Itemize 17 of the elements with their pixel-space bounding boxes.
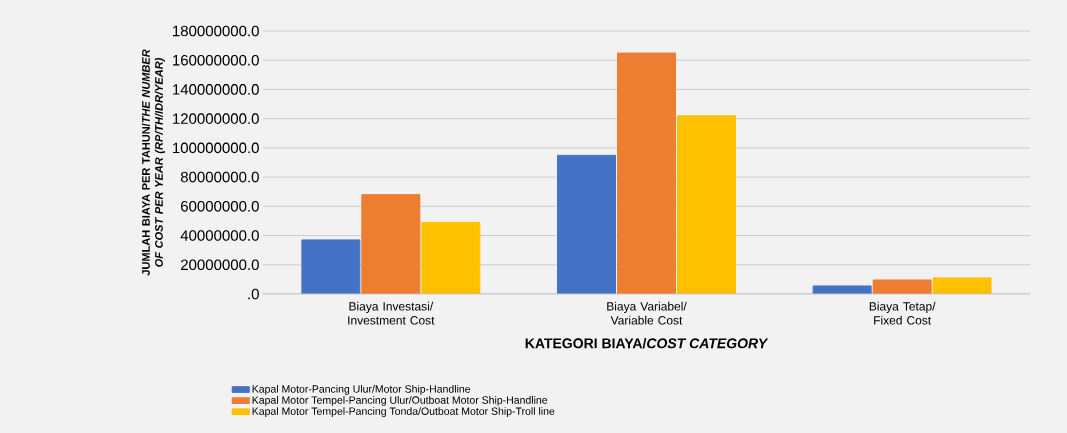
y-tick-label: 80000000.0 — [180, 171, 259, 183]
x-axis-title: KATEGORI BIAYA/COST CATEGORY — [525, 338, 769, 349]
x-tick-label: Biaya Tetap/ Fixed Cost — [869, 301, 936, 325]
y-tick-label: 40000000.0 — [180, 230, 259, 241]
y-tick-label: 100000000.0 — [173, 142, 259, 154]
y-tick-label: 160000000.0 — [173, 54, 259, 66]
x-tick-label: Biaya Variabel/ Variable Cost — [607, 301, 687, 325]
y-tick-label: 180000000.0 — [173, 25, 259, 37]
legend-label: Kapal Motor Tempel-Pancing Tonda/Outboat Motor Ship-Troll line — [252, 407, 555, 417]
x-tick-label: Biaya Investasi/ Investment Cost — [348, 301, 435, 325]
y-tick-label: 60000000.0 — [181, 201, 259, 212]
legend-label: Kapal Motor Tempel-Pancing Ulur/Outboat Motor Ship-Handline — [252, 396, 548, 406]
y-tick-label: 120000000.0 — [173, 113, 259, 124]
y-tick-label: 140000000.0 — [173, 84, 259, 95]
legend-label: Kapal Motor-Pancing Ulur/Motor Ship-Handline — [252, 384, 471, 395]
y-tick-label: 20000000.0 — [180, 259, 259, 271]
y-tick-label: .0 — [248, 288, 259, 300]
